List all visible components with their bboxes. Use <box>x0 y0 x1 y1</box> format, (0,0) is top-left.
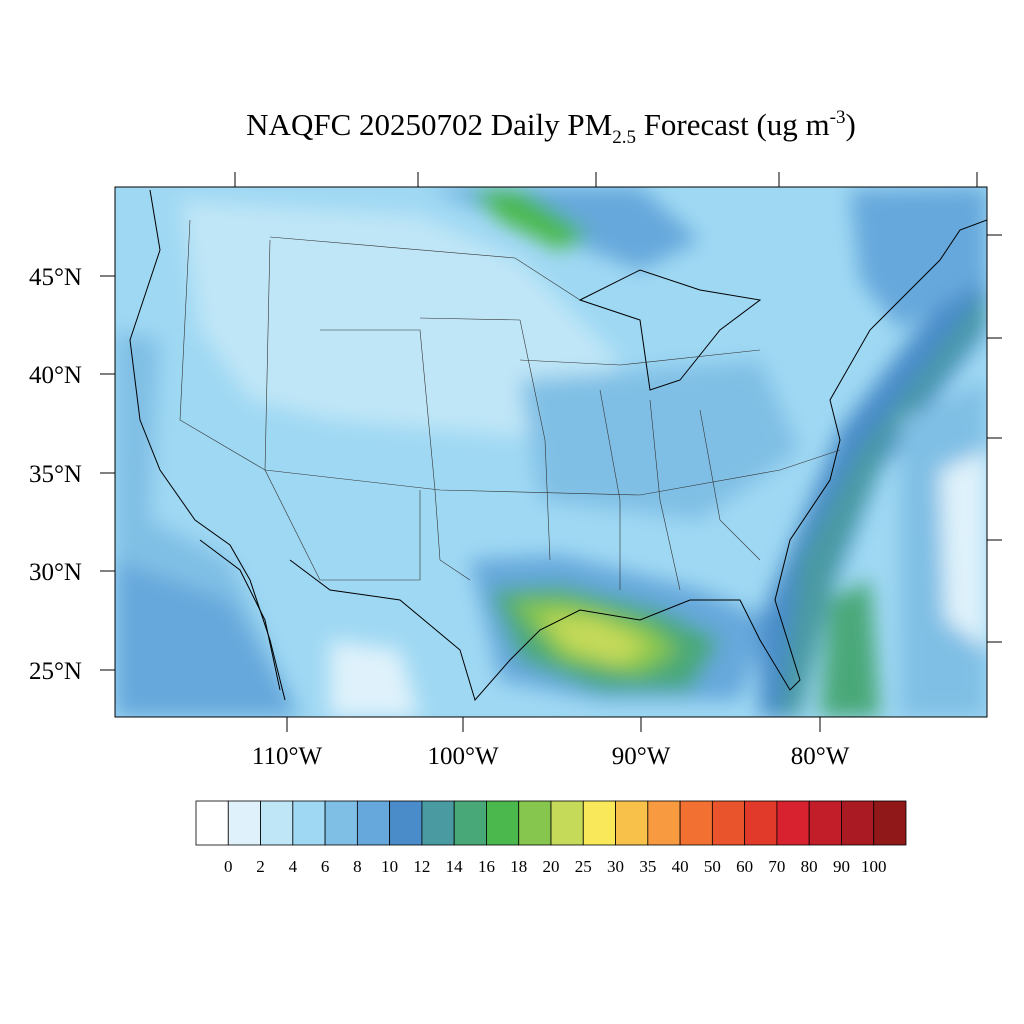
lon-label: 110°W <box>252 743 323 770</box>
colorbar-label: 30 <box>607 857 624 876</box>
colorbar-label: 35 <box>639 857 656 876</box>
colorbar-box <box>841 800 875 846</box>
map-field <box>115 187 987 717</box>
title: NAQFC 20250702 Daily PM2.5 Forecast (ug … <box>246 107 856 148</box>
title-end: ) <box>845 107 855 142</box>
colorbar-box <box>518 800 552 846</box>
state-borders <box>179 219 841 591</box>
lon-label: 100°W <box>427 743 498 770</box>
colorbar-label: 25 <box>575 857 592 876</box>
colorbar-box <box>421 800 455 846</box>
colorbar-label: 6 <box>321 857 330 876</box>
colorbar-box <box>582 800 616 846</box>
colorbar-label: 0 <box>224 857 233 876</box>
colorbar-box <box>647 800 681 846</box>
colorbar-label: 18 <box>510 857 527 876</box>
colorbar-label: 90 <box>833 857 850 876</box>
colorbar-box <box>195 800 229 846</box>
coastlines <box>129 189 987 702</box>
title-rest: Forecast (ug m <box>636 107 830 142</box>
colorbar-label: 12 <box>413 857 430 876</box>
lat-label: 35°N <box>29 461 82 488</box>
colorbar-label: 70 <box>768 857 785 876</box>
colorbar-box <box>324 800 358 846</box>
colorbar-box <box>776 800 810 846</box>
colorbar-box <box>615 800 649 846</box>
title-main: NAQFC 20250702 Daily PM <box>246 107 612 142</box>
colorbar-box <box>711 800 746 846</box>
colorbar-label: 2 <box>256 857 265 876</box>
lon-label: 90°W <box>612 743 671 770</box>
colorbar-box <box>679 800 713 846</box>
lat-label: 30°N <box>29 559 82 586</box>
colorbar-label: 50 <box>704 857 721 876</box>
map-frame <box>114 186 988 718</box>
field-shading <box>115 187 987 717</box>
colorbar-label: 60 <box>736 857 753 876</box>
lat-label: 25°N <box>29 658 82 685</box>
title-superscript: -3 <box>830 107 846 128</box>
colorbar-label: 10 <box>381 857 398 876</box>
lon-label: 80°W <box>791 743 850 770</box>
colorbar-box <box>292 800 326 846</box>
colorbar-box <box>486 800 520 846</box>
colorbar-box <box>227 800 261 846</box>
colorbar-box <box>550 800 584 846</box>
colorbar-box <box>260 800 294 846</box>
colorbar-box <box>356 800 391 846</box>
colorbar-box <box>389 800 423 846</box>
colorbar-label: 16 <box>478 857 495 876</box>
colorbar-label: 80 <box>801 857 818 876</box>
colorbar-label: 14 <box>446 857 464 876</box>
colorbar-box <box>808 800 842 846</box>
colorbar-label: 40 <box>672 857 689 876</box>
colorbar-label: 100 <box>861 857 887 876</box>
colorbar-label: 8 <box>353 857 362 876</box>
colorbar-box <box>453 800 487 846</box>
map-ticks <box>234 172 1002 643</box>
colorbar-label: 4 <box>289 857 298 876</box>
lat-label: 40°N <box>29 362 82 389</box>
lat-label: 45°N <box>29 264 82 291</box>
colorbar-label: 20 <box>543 857 560 876</box>
colorbar-box <box>744 800 778 846</box>
title-subscript: 2.5 <box>612 127 636 148</box>
colorbar-box <box>873 800 907 846</box>
